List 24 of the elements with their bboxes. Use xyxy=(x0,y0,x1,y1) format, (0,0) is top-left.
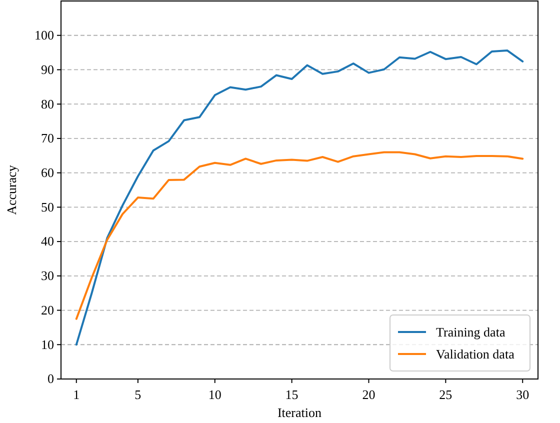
y-tick-label: 50 xyxy=(41,199,54,214)
y-tick-label: 60 xyxy=(41,164,54,180)
x-tick-label: 5 xyxy=(134,387,142,402)
x-tick-label: 30 xyxy=(516,387,530,402)
legend-label: Training data xyxy=(436,324,506,340)
y-tick-label: 80 xyxy=(41,96,54,112)
x-tick-label: 15 xyxy=(285,387,298,402)
y-tick-label: 100 xyxy=(34,28,54,43)
x-tick-label: 25 xyxy=(439,387,452,402)
x-axis-title: Iteration xyxy=(277,405,322,420)
y-tick-label: 20 xyxy=(41,302,54,318)
line-series xyxy=(75,49,524,346)
legend-label: Validation data xyxy=(436,346,515,362)
line-series xyxy=(75,151,524,320)
y-tick-label: 30 xyxy=(41,268,54,284)
y-tick-label: 90 xyxy=(41,62,54,77)
x-tick-label: 20 xyxy=(362,387,376,402)
y-tick-label: 70 xyxy=(41,130,54,146)
y-axis-title: Accuracy xyxy=(4,164,19,215)
y-tick-label: 40 xyxy=(41,234,54,249)
x-tick-label: 1 xyxy=(73,387,80,402)
y-tick-label: 10 xyxy=(41,336,54,352)
x-tick-label: 10 xyxy=(208,387,222,402)
y-tick-label: 0 xyxy=(48,371,54,386)
